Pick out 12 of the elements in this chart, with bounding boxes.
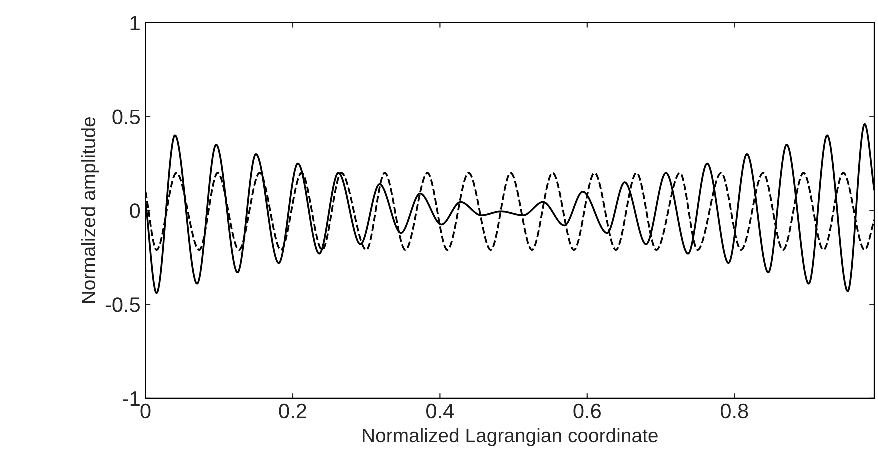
x-tick-label: 0.4 xyxy=(426,404,454,419)
y-tick-label: 1 xyxy=(130,16,140,30)
x-tick-label: 0 xyxy=(140,404,151,419)
y-axis-title: Normalized amplitude xyxy=(81,118,100,304)
y-tick-label: -1 xyxy=(123,392,140,406)
y-tick-label: -0.5 xyxy=(106,298,140,312)
x-axis-title: Normalized Lagrangian coordinate xyxy=(363,428,658,446)
x-tick-label: 0.6 xyxy=(574,404,601,419)
y-tick-label: 0.5 xyxy=(112,110,140,125)
y-tick-label: 0 xyxy=(130,204,140,218)
x-tick-label: 0.8 xyxy=(720,404,748,419)
x-tick-label: 0.2 xyxy=(279,404,306,419)
